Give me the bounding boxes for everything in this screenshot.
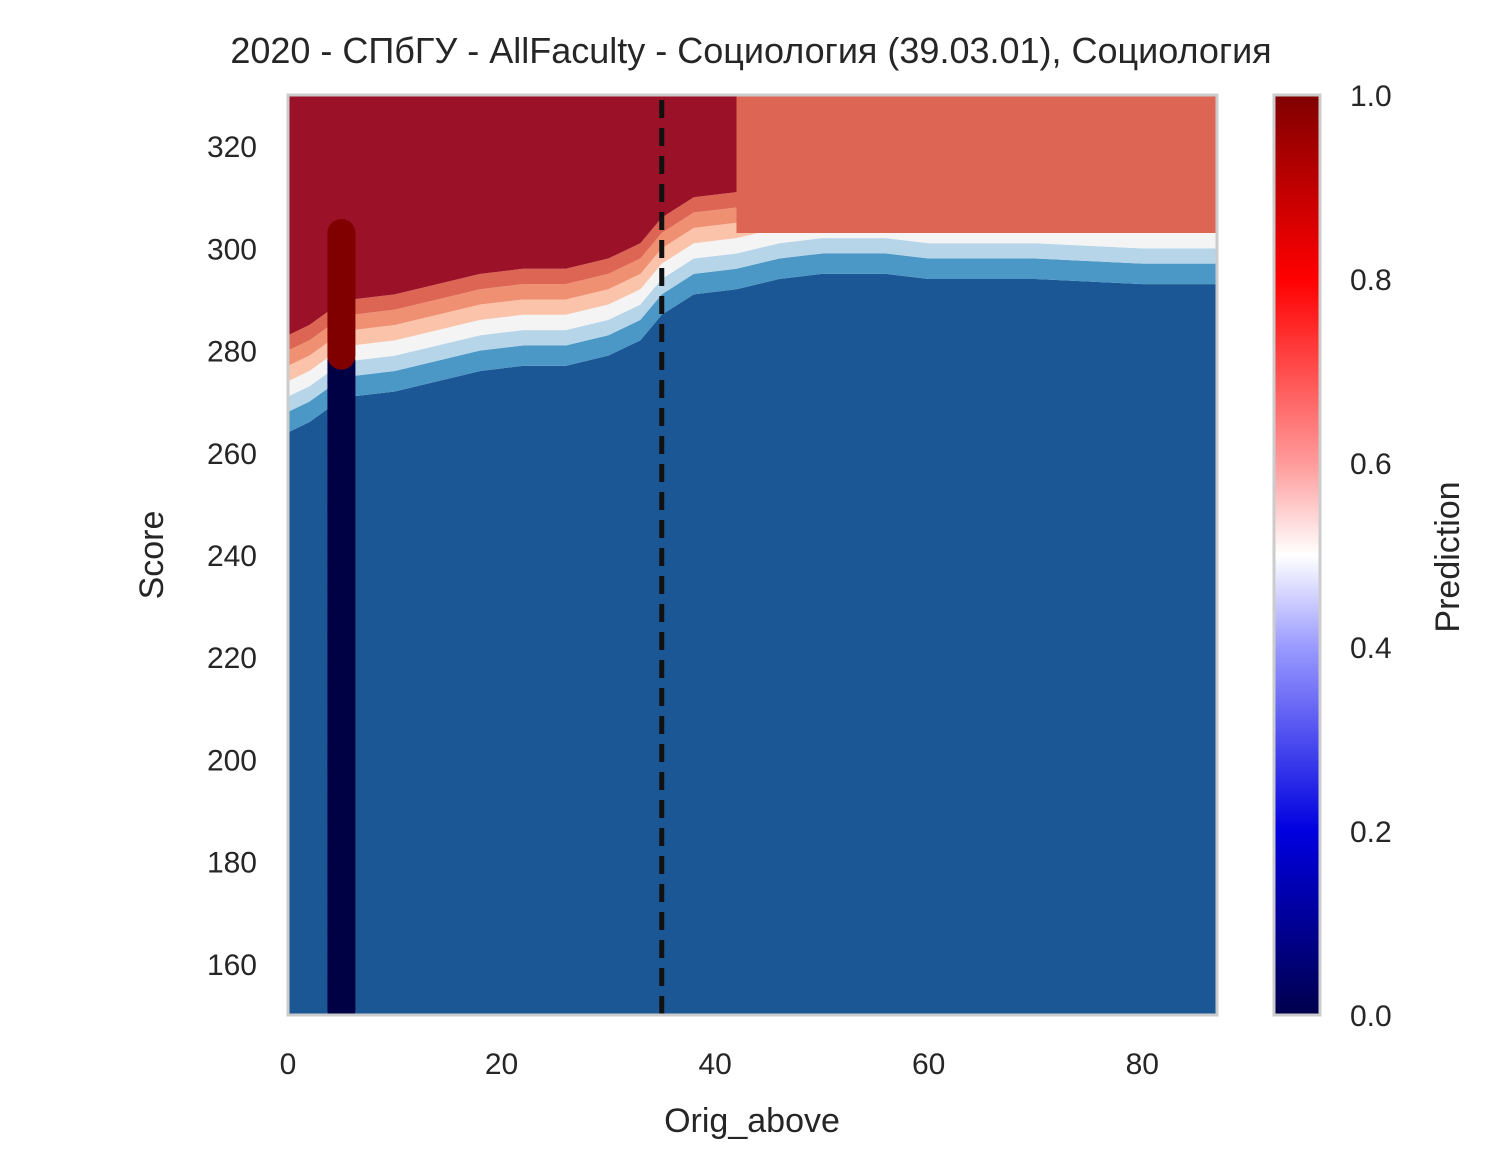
- chart-title: 2020 - СПбГУ - AllFaculty - Социология (…: [230, 30, 1271, 71]
- y-axis-label: Score: [133, 511, 171, 600]
- plot-frame: [286, 93, 1219, 1017]
- y-tick-label: 180: [207, 847, 257, 880]
- contour-band-0: [288, 273, 1217, 1015]
- contour-band-top-right: [736, 95, 1217, 233]
- x-tick-label: 40: [698, 1048, 731, 1081]
- colorbar-tick-label: 0.0: [1350, 1000, 1392, 1033]
- colorbar-ticks: 0.0 0.2 0.4 0.6 0.8 1.0: [1350, 80, 1392, 1033]
- colorbar-tick-label: 1.0: [1350, 80, 1392, 113]
- contour-band-1: [288, 253, 1217, 433]
- colorbar-tick-label: 0.8: [1350, 264, 1392, 297]
- scatter-point-high: [327, 219, 356, 247]
- y-tick-label: 300: [207, 233, 257, 266]
- x-tick-label: 0: [280, 1048, 297, 1081]
- contour-band-2: [288, 238, 1217, 412]
- colorbar-tick-label: 0.4: [1350, 632, 1392, 665]
- colorbar: [1272, 93, 1322, 1017]
- x-tick-label: 80: [1126, 1048, 1159, 1081]
- plot-area: [288, 95, 1217, 1015]
- x-axis-label: Orig_above: [664, 1102, 840, 1140]
- scatter-layer: [327, 219, 356, 1015]
- x-tick-label: 20: [485, 1048, 518, 1081]
- colorbar-tick-label: 0.2: [1350, 816, 1392, 849]
- y-tick-label: 200: [207, 744, 257, 777]
- y-tick-label: 240: [207, 540, 257, 573]
- y-tick-label: 320: [207, 131, 257, 164]
- x-axis-ticks: 0 20 40 60 80: [280, 1048, 1159, 1081]
- colorbar-label: Prediction: [1429, 481, 1467, 632]
- y-tick-label: 220: [207, 642, 257, 675]
- x-tick-label: 60: [912, 1048, 945, 1081]
- colorbar-tick-label: 0.6: [1350, 448, 1392, 481]
- y-tick-label: 160: [207, 949, 257, 982]
- contour-band-3: [288, 222, 1217, 397]
- y-tick-label: 280: [207, 336, 257, 369]
- y-tick-label: 260: [207, 438, 257, 471]
- y-axis-ticks: 160 180 200 220 240 260 280 300 320: [207, 131, 257, 982]
